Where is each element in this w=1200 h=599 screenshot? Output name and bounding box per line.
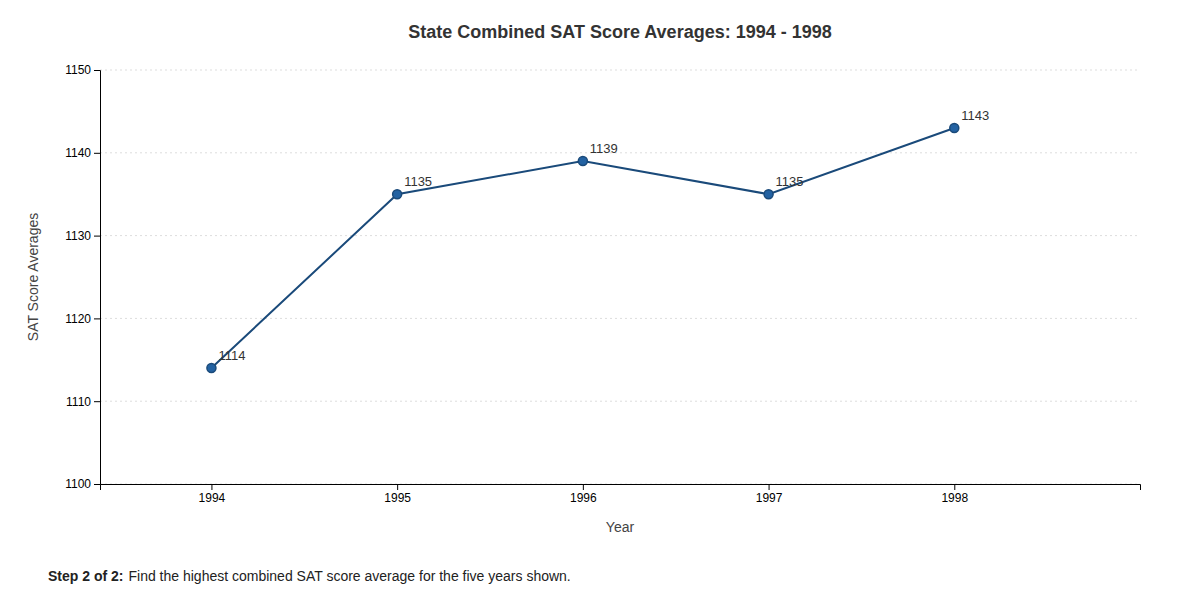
y-tick: 1110 <box>66 395 100 409</box>
plot: 1994 1995 1996 1997 1998 1100 1110 1120 1130 1140… <box>65 63 1140 504</box>
point <box>578 157 587 166</box>
y-tick: 1150 <box>65 63 100 77</box>
x-axis-title: Year <box>606 519 635 535</box>
grid <box>100 70 1140 484</box>
chart: 1994 1995 1996 1997 1998 1100 1110 1120 1130 1140… <box>0 0 1200 599</box>
point <box>764 190 773 199</box>
chart-container: 1994 1995 1996 1997 1998 1100 1110 1120 1130 1140… <box>0 0 1200 599</box>
grid-line <box>100 401 1140 402</box>
data-layer <box>207 123 959 372</box>
x-tick-mark <box>583 484 584 490</box>
x-tick: 1997 <box>756 484 783 505</box>
y-tick-label: 1140 <box>65 146 91 160</box>
data-label: 1114 <box>218 348 245 363</box>
x-tick: 1998 <box>941 484 968 505</box>
y-tick: 1100 <box>65 477 100 491</box>
footer-bold: Step 2 of 2: <box>48 568 123 584</box>
y-tick: 1130 <box>65 229 100 243</box>
y-tick: 1120 <box>65 312 100 326</box>
grid-line <box>100 152 1140 153</box>
x-axis: 1994 1995 1996 1997 1998 <box>101 484 1141 505</box>
x-tick-label: 1994 <box>199 491 226 505</box>
x-axis-line <box>101 485 1141 491</box>
title: State Combined SAT Score Averages: 1994 … <box>408 22 832 42</box>
y-axis-line <box>94 71 101 485</box>
y-tick-mark <box>94 484 100 485</box>
point <box>393 190 402 199</box>
x-tick-label: 1995 <box>384 491 411 505</box>
data-label: 1135 <box>776 174 804 189</box>
footer: Step 2 of 2: Find the highest combined SA… <box>48 568 571 584</box>
y-tick-label: 1150 <box>65 63 91 77</box>
point <box>207 364 216 373</box>
point <box>950 123 959 132</box>
data-label: 1139 <box>590 141 618 156</box>
x-tick: 1996 <box>570 484 597 505</box>
line <box>211 128 954 368</box>
y-tick: 1140 <box>65 146 100 160</box>
data-label: 1135 <box>404 174 432 189</box>
y-tick-mark <box>94 401 100 402</box>
y-tick-label: 1100 <box>65 477 91 491</box>
x-tick-mark <box>211 484 212 490</box>
y-axis-title: SAT Score Averages <box>25 213 41 341</box>
grid-line <box>100 318 1140 319</box>
x-tick-mark <box>397 484 398 490</box>
x-tick-label: 1996 <box>570 491 597 505</box>
x-tick-mark <box>769 484 770 490</box>
y-tick-label: 1120 <box>65 312 91 326</box>
data-labels: 1114 1135 1139 1135 1143 <box>218 108 989 363</box>
grid-line <box>100 235 1140 236</box>
y-tick-label: 1130 <box>65 229 91 243</box>
y-tick-mark <box>94 153 100 154</box>
grid-line <box>100 70 1140 71</box>
y-tick-mark <box>94 70 100 71</box>
footer-text: Find the highest combined SAT score aver… <box>128 568 570 584</box>
x-tick-label: 1997 <box>756 491 783 505</box>
x-tick-mark <box>954 484 955 490</box>
y-tick-label: 1110 <box>66 395 91 409</box>
y-tick-mark <box>94 318 100 319</box>
x-tick: 1995 <box>384 484 411 505</box>
y-axis: 1100 1110 1120 1130 1140 1150 <box>65 63 100 491</box>
y-tick-mark <box>94 236 100 237</box>
x-tick: 1994 <box>199 484 226 505</box>
data-label: 1143 <box>961 108 989 123</box>
x-tick-label: 1998 <box>941 491 968 505</box>
